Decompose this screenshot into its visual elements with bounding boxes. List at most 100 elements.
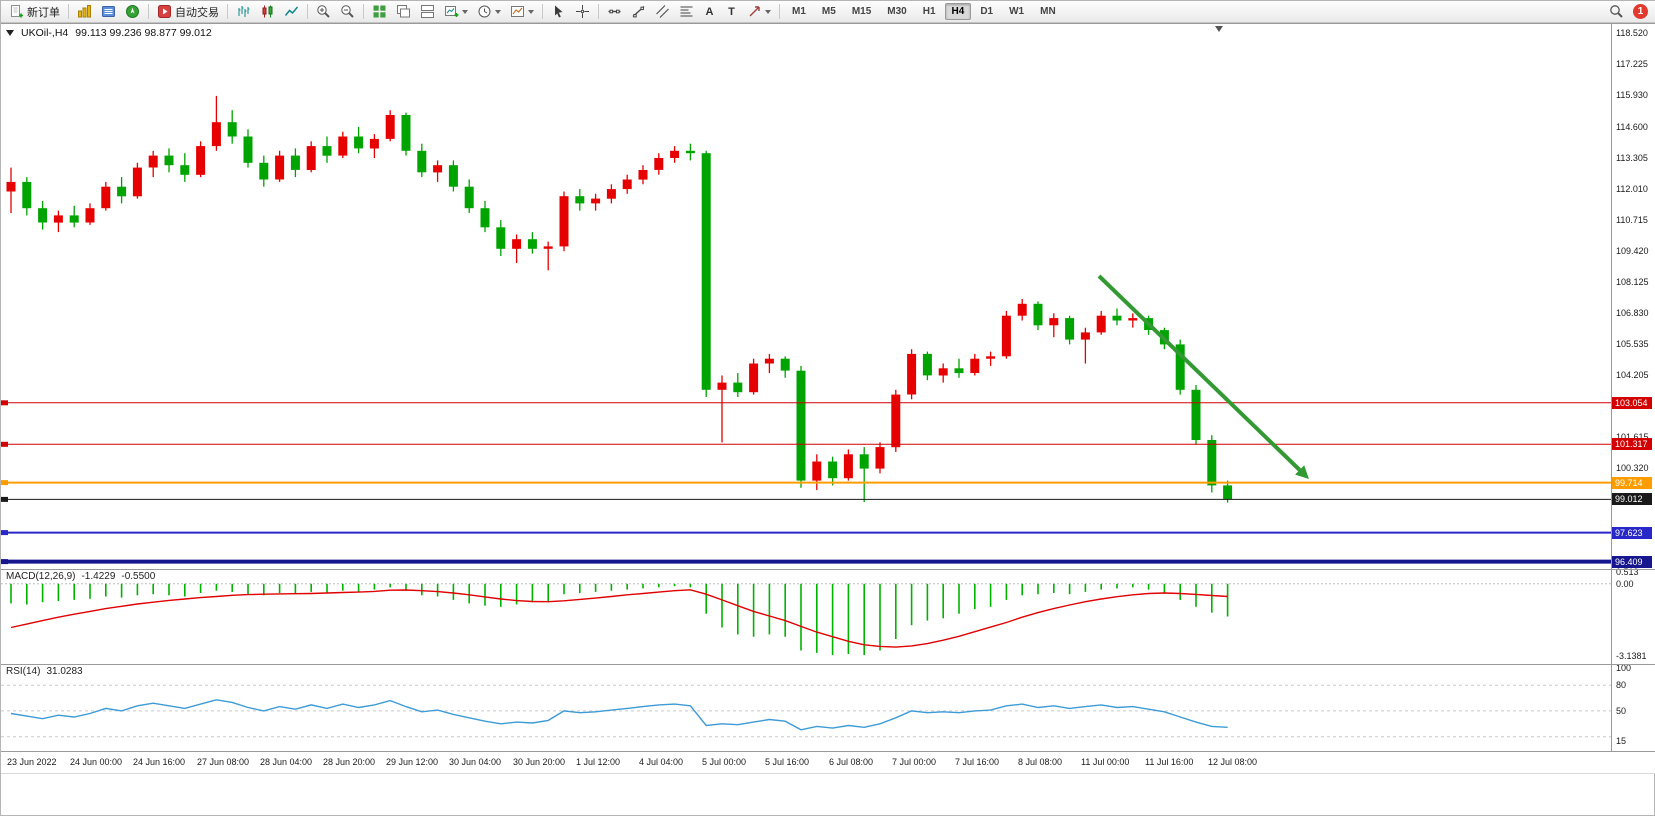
market-watch-icon — [78, 5, 91, 18]
bars-chart-icon — [238, 6, 250, 17]
timeframe-button-d1[interactable]: D1 — [980, 6, 994, 17]
toolbar-separator — [68, 4, 69, 19]
toolbar-separator — [779, 4, 780, 19]
data-window-button[interactable] — [97, 2, 120, 22]
cascade-windows-icon — [397, 5, 410, 18]
macd-panel: MACD(12,26,9) -1.4229 -0.5500 — [1, 569, 1611, 664]
rsi-canvas[interactable] — [1, 664, 1611, 751]
autotrade-button[interactable]: 自动交易 — [153, 2, 223, 22]
chevron-down-icon — [528, 9, 534, 14]
arrow-shape-icon — [749, 6, 760, 17]
price-badge[interactable]: 96.409 — [1612, 556, 1652, 568]
chevron-down-icon — [462, 9, 468, 14]
label-tool-button[interactable]: T — [721, 2, 742, 22]
channel-tool-button[interactable] — [651, 2, 674, 22]
panel-divider[interactable] — [1, 664, 1655, 665]
main-chart-canvas[interactable] — [1, 23, 1611, 569]
time-axis[interactable]: 23 Jun 2022 24 Jun 00:00 24 Jun 16:00 27 Ju… — [1, 752, 1655, 773]
horizontal-lines-layer[interactable] — [1, 400, 1611, 565]
horizontal-line-tool-button[interactable] — [603, 2, 626, 22]
chart-shift-marker[interactable] — [1215, 26, 1223, 32]
toolbar-separator — [148, 4, 149, 19]
rsi-axis-label: 80 — [1616, 680, 1627, 690]
chart-bars-button[interactable] — [232, 2, 255, 22]
trend-arrow-annotation[interactable] — [1097, 274, 1309, 479]
price-badge[interactable]: 101.317 — [1612, 438, 1652, 450]
price-axis[interactable]: 118.520 117.225 115.930 114.600 113.305 112.0… — [1612, 23, 1655, 751]
zoom-out-icon — [341, 5, 354, 18]
time-axis-label: 23 Jun 2022 — [7, 757, 57, 767]
cascade-windows-button[interactable] — [392, 2, 415, 22]
rsi-panel: RSI(14) 31.0283 — [1, 664, 1611, 751]
price-badge[interactable]: 99.714 — [1612, 477, 1652, 489]
tile-horizontal-icon — [421, 5, 434, 18]
timeframe-button-m5[interactable]: M5 — [821, 6, 836, 17]
macd-name: MACD(12,26,9) — [6, 571, 76, 582]
toolbar-separator — [227, 4, 228, 19]
timeframe-button-m1[interactable]: M1 — [792, 6, 806, 17]
macd-axis-label: 0.513 — [1616, 567, 1639, 577]
chart-line-button[interactable] — [280, 2, 303, 22]
chart-symbol-label: UKOil-,H4 — [21, 27, 69, 39]
new-chart-button[interactable] — [440, 2, 472, 22]
chart-title: UKOil-,H4 99.113 99.236 98.877 99.012 — [6, 27, 212, 39]
zoom-in-icon — [317, 5, 330, 18]
zoom-out-button[interactable] — [336, 2, 359, 22]
rsi-axis-label: 100 — [1616, 663, 1632, 673]
one-click-trading-collapse-icon[interactable] — [6, 30, 14, 36]
periods-button[interactable] — [473, 2, 505, 22]
market-watch-button[interactable] — [73, 2, 96, 22]
search-icon — [1610, 5, 1623, 18]
new-order-button[interactable]: 新订单 — [5, 2, 64, 22]
tile-windows-icon — [373, 5, 386, 18]
trendline-tool-button[interactable] — [627, 2, 650, 22]
price-badge[interactable]: 97.623 — [1612, 527, 1652, 539]
timeframe-button-w1[interactable]: W1 — [1009, 6, 1025, 17]
timeframe-button-mn[interactable]: MN — [1040, 6, 1056, 17]
navigator-button[interactable] — [121, 2, 144, 22]
timeframe-button-h4[interactable]: H4 — [944, 3, 972, 20]
price-tick-label: 109.420 — [1616, 246, 1649, 256]
zoom-in-button[interactable] — [312, 2, 335, 22]
main-chart-panel: UKOil-,H4 99.113 99.236 98.877 99.012 — [1, 23, 1611, 569]
rsi-label: RSI(14) 31.0283 — [6, 666, 83, 677]
fibonacci-icon — [680, 6, 693, 17]
trendline-icon — [632, 6, 645, 18]
line-chart-icon — [284, 6, 299, 16]
price-badge[interactable]: 103.054 — [1612, 397, 1652, 409]
price-tick-label: 105.535 — [1616, 339, 1649, 349]
panel-divider[interactable] — [1, 569, 1655, 570]
price-tick-label: 114.600 — [1616, 122, 1648, 132]
time-axis-label: 27 Jun 08:00 — [197, 757, 250, 767]
text-tool-button[interactable]: A — [699, 2, 720, 22]
search-button[interactable] — [1605, 2, 1628, 22]
candles-layer[interactable] — [6, 95, 1233, 503]
timeframe-button-m30[interactable]: M30 — [887, 6, 907, 17]
rsi-axis-label: 15 — [1616, 736, 1627, 746]
price-badge[interactable]: 99.012 — [1612, 493, 1652, 505]
timeframe-button-m15[interactable]: M15 — [851, 6, 872, 17]
new-chart-icon — [445, 6, 459, 17]
fibonacci-tool-button[interactable] — [675, 2, 698, 22]
notification-badge[interactable]: 1 — [1633, 4, 1648, 19]
timeframe-button-h1[interactable]: H1 — [922, 6, 936, 17]
text-tool-glyph: A — [705, 5, 714, 18]
macd-canvas[interactable] — [1, 569, 1611, 664]
price-tick-label: 115.930 — [1616, 90, 1648, 100]
chart-ohlc-values: 99.113 99.236 98.877 99.012 — [75, 27, 212, 39]
price-tick-label: 113.305 — [1616, 153, 1648, 163]
template-icon — [511, 6, 524, 17]
shapes-tool-button[interactable] — [743, 2, 775, 22]
timeframe-group: M1 M5 M15 M30 H1 H4 D1 W1 MN — [784, 3, 1064, 20]
toolbar: 新订单 自动交易 — [1, 1, 1655, 23]
crosshair-button[interactable] — [571, 2, 594, 22]
templates-button[interactable] — [506, 2, 538, 22]
tile-horizontal-button[interactable] — [416, 2, 439, 22]
time-axis-label: 28 Jun 20:00 — [323, 757, 376, 767]
tile-windows-button[interactable] — [368, 2, 391, 22]
chart-candles-button[interactable] — [256, 2, 279, 22]
cursor-button[interactable] — [547, 2, 570, 22]
channel-icon — [656, 5, 669, 18]
macd-axis-label: 0.00 — [1616, 579, 1634, 589]
